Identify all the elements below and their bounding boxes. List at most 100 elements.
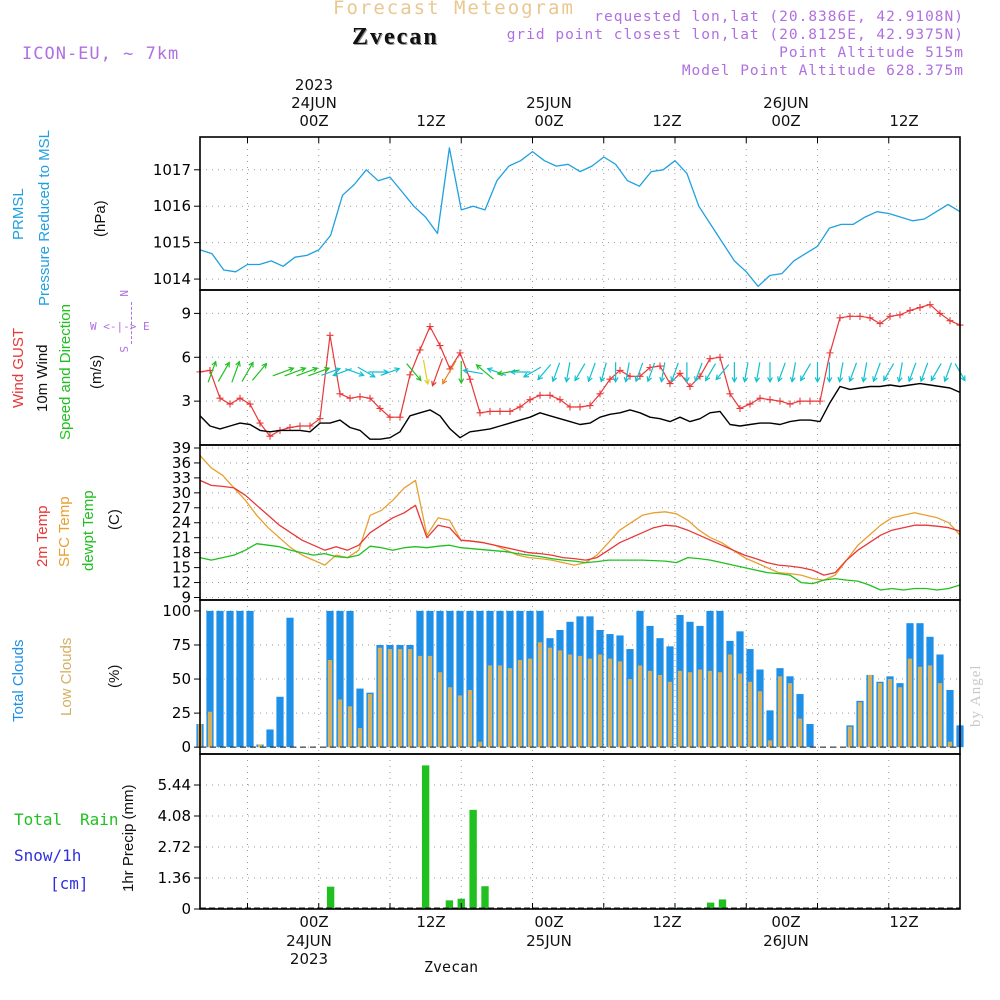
ytick-label-1-0: 3 (181, 392, 191, 410)
wind-arrow-shaft (380, 368, 400, 376)
bottom-00z-label-2: 00Z (534, 913, 564, 931)
total-cloud-bar (806, 724, 814, 748)
wind-arrow-head (930, 375, 936, 382)
precip-bar (445, 900, 454, 909)
precip-bar (718, 899, 727, 909)
gust-point-marker (936, 309, 944, 317)
gust-point-marker (596, 390, 604, 398)
gust-point-marker (746, 400, 754, 408)
wind-arrow-head (715, 374, 722, 381)
wind-arrow-head (334, 367, 342, 373)
gust-series-line (199, 304, 961, 437)
low-cloud-bar (587, 658, 593, 748)
wind-arrow-shaft (431, 358, 444, 386)
precip-bar (421, 765, 430, 909)
low-cloud-bar (597, 654, 603, 748)
sfc-temp-series-line (199, 455, 961, 581)
wind-arrow-head (431, 380, 437, 387)
low-cloud-bar (207, 711, 213, 748)
bottom-year-label: 2023 (289, 950, 329, 968)
gust-point-marker (886, 312, 894, 320)
wind-arrow-shaft (442, 360, 457, 384)
wind-arrow-shaft (296, 367, 318, 377)
low-cloud-bar (527, 658, 533, 748)
gust-point-marker (756, 394, 764, 402)
gust-point-marker (806, 397, 814, 405)
gust-point-marker (616, 366, 624, 374)
low-cloud-bar (477, 741, 483, 748)
low-cloud-bar (747, 681, 753, 748)
wind-arrow-head (861, 376, 867, 383)
wind-arrow-shaft (908, 362, 917, 382)
total-cloud-bar (446, 610, 454, 748)
wind-arrow-shaft (357, 366, 376, 378)
gust-point-marker (706, 355, 714, 363)
ytick-label-1-1: 6 (181, 348, 191, 366)
gust-point-marker (536, 391, 544, 399)
total-cloud-bar (286, 617, 294, 748)
gust-point-marker (686, 383, 694, 391)
low-cloud-bar (717, 672, 723, 748)
low-cloud-bar (557, 650, 563, 748)
ytick-label-2-10: 39 (172, 439, 191, 457)
wind-arrow-head (424, 379, 430, 386)
precip-bar (469, 809, 477, 909)
wind-arrow-shaft (217, 362, 230, 382)
wind-arrow-shaft (660, 362, 666, 382)
ytick-label-4-2: 2.72 (158, 838, 191, 856)
wind-arrow-shaft (898, 362, 903, 382)
wind-arrow-head (731, 377, 738, 384)
bottom-12z-label-3: 12Z (889, 913, 919, 931)
ytick-label-2-2: 15 (172, 559, 191, 577)
gust-point-marker (626, 372, 634, 380)
gust-point-marker (926, 301, 934, 309)
low-cloud-bar (847, 726, 853, 748)
low-cloud-bar (867, 674, 873, 748)
wind-arrow-head (659, 376, 666, 383)
wind-arrow-head (442, 378, 448, 385)
wind-arrow-shaft (755, 362, 761, 382)
wind-arrow-head (837, 376, 844, 383)
top-day-label-1: 24JUN (291, 94, 337, 112)
wind-arrow-head (754, 376, 761, 383)
ytick-label-2-7: 30 (172, 484, 191, 502)
gust-point-marker (846, 312, 854, 320)
gust-point-marker (316, 415, 324, 423)
gust-point-marker (386, 413, 394, 421)
gust-point-marker (946, 317, 954, 325)
pressure-series-line (199, 147, 961, 288)
low-cloud-bar (507, 668, 513, 748)
wind-arrow-shaft (463, 369, 483, 375)
gust-point-marker (306, 422, 314, 430)
wind-arrow-shaft (344, 368, 364, 376)
low-cloud-bar (487, 665, 493, 748)
gust-point-marker (526, 396, 534, 404)
bottom-00z-label-3: 00Z (771, 913, 801, 931)
low-cloud-bar (617, 661, 623, 748)
wind-arrow-shaft (930, 363, 942, 381)
gust-point-marker (856, 312, 864, 320)
ytick-label-3-1: 25 (172, 704, 191, 722)
ytick-label-0-2: 1016 (153, 197, 191, 215)
wind-arrow-shaft (944, 362, 953, 382)
wind-arrow-shaft (523, 366, 542, 378)
wind-arrow-shaft (791, 362, 797, 382)
wind-arrow-head (248, 361, 254, 368)
temp2m-series-line (199, 479, 961, 576)
low-cloud-bar (577, 655, 583, 748)
gust-point-marker (216, 394, 224, 402)
gust-point-marker (736, 404, 744, 412)
wind-arrow-head (634, 376, 641, 383)
wind-arrow-shaft (872, 362, 881, 382)
gust-point-marker (336, 390, 344, 398)
wind-arrow-head (670, 376, 676, 383)
total-cloud-bar (246, 610, 254, 748)
wind-arrow-head (332, 371, 339, 377)
wind-arrow-head (646, 376, 653, 383)
low-cloud-bar (907, 658, 913, 748)
gust-point-marker (586, 402, 594, 410)
low-cloud-bar (647, 670, 653, 748)
gust-point-marker (786, 400, 794, 408)
bottom-00z-label-1: 00Z (299, 913, 329, 931)
